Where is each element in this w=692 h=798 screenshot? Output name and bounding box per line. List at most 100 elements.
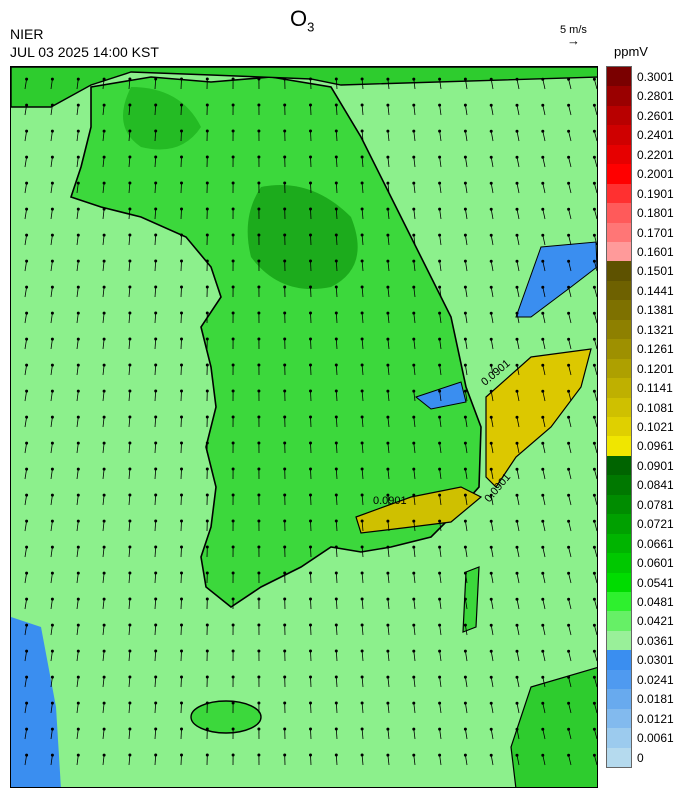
wind-arrow-head — [386, 259, 390, 263]
land-north — [11, 67, 597, 108]
wind-arrow-head — [231, 77, 235, 81]
wind-arrow-head — [592, 753, 596, 757]
wind-arrow-head — [231, 571, 235, 575]
wind-arrow-icon — [154, 624, 157, 636]
wind-arrow-icon — [490, 547, 494, 558]
wind-arrow-icon — [542, 469, 546, 480]
wind-arrow-head — [283, 181, 287, 185]
wind-arrow-head — [463, 727, 467, 731]
wind-arrow-icon — [516, 625, 520, 636]
wind-arrow-head — [257, 675, 261, 679]
wind-arrow-head — [179, 753, 183, 757]
wind-arrow-head — [231, 649, 235, 653]
wind-arrow-head — [179, 77, 183, 81]
legend-swatch — [607, 319, 631, 340]
wind-arrow-head — [412, 233, 416, 237]
wind-arrow-head — [128, 649, 132, 653]
wind-arrow-head — [438, 259, 442, 263]
legend-label: 0.0481 — [637, 595, 674, 609]
wind-arrow-icon — [361, 624, 364, 636]
wind-arrow-head — [179, 701, 183, 705]
legend-label: 0.2601 — [637, 108, 674, 123]
wind-arrow-head — [50, 493, 54, 497]
wind-arrow-head — [334, 103, 338, 107]
wind-arrow-head — [205, 155, 209, 159]
wind-arrow-icon — [310, 494, 312, 506]
wind-arrow-head — [386, 727, 390, 731]
wind-arrow-head — [463, 545, 467, 549]
wind-arrow-head — [25, 415, 29, 419]
wind-arrow-head — [360, 129, 364, 133]
wind-arrow-head — [102, 207, 106, 211]
wind-arrow-icon — [128, 208, 131, 220]
wind-arrow-head — [541, 727, 545, 731]
wind-arrow-head — [412, 597, 416, 601]
wind-arrow-head — [102, 77, 106, 81]
wind-arrow-head — [257, 415, 261, 419]
wind-arrow-icon — [568, 157, 572, 168]
wind-arrow-head — [308, 493, 312, 497]
wind-arrow-icon — [50, 651, 53, 662]
wind-arrow-icon — [50, 105, 53, 116]
wind-arrow-head — [25, 649, 29, 653]
wind-arrow-icon — [128, 130, 131, 142]
wind-arrow-icon — [465, 235, 468, 246]
wind-arrow-icon — [128, 78, 131, 90]
wind-arrow-head — [283, 311, 287, 315]
wind-arrow-icon — [361, 234, 364, 246]
wind-arrow-head — [205, 727, 209, 731]
wind-arrow-head — [102, 259, 106, 263]
wind-arrow-head — [308, 467, 312, 471]
wind-arrow-head — [438, 623, 442, 627]
wind-arrow-head — [334, 441, 338, 445]
wind-arrow-icon — [154, 572, 157, 584]
wind-arrow-head — [102, 129, 106, 133]
wind-arrow-head — [592, 571, 596, 575]
wind-arrow-head — [231, 441, 235, 445]
wind-arrow-icon — [102, 209, 105, 220]
wind-arrow-head — [205, 493, 209, 497]
wind-arrow-icon — [50, 547, 53, 558]
wind-arrow-icon — [154, 260, 157, 272]
wind-arrow-head — [334, 675, 338, 679]
wind-arrow-head — [25, 389, 29, 393]
wind-arrow-icon — [335, 442, 338, 454]
wind-arrow-head — [128, 753, 132, 757]
wind-arrow-icon — [361, 104, 364, 116]
legend-label: 0.0961 — [637, 439, 674, 454]
legend-swatch — [607, 708, 631, 729]
wind-arrow-head — [412, 207, 416, 211]
wind-arrow-head — [489, 363, 493, 367]
wind-arrow-head — [515, 311, 519, 315]
wind-arrow-head — [308, 207, 312, 211]
wind-arrow-head — [334, 181, 338, 185]
wind-arrow-head — [412, 337, 416, 341]
legend-label: 0.2201 — [637, 147, 674, 162]
wind-arrow-icon — [568, 729, 572, 740]
wind-arrow-head — [334, 623, 338, 627]
wind-arrow-icon — [154, 156, 157, 168]
wind-arrow-head — [50, 311, 54, 315]
wind-arrow-icon — [542, 573, 546, 584]
wind-arrow-icon — [490, 261, 494, 272]
wind-arrow-icon — [516, 287, 520, 298]
wind-arrow-head — [567, 597, 571, 601]
wind-arrow-head — [386, 493, 390, 497]
wind-arrow-head — [592, 519, 596, 523]
wind-arrow-head — [25, 597, 29, 601]
legend-swatch — [607, 280, 631, 301]
wind-arrow-head — [438, 363, 442, 367]
wind-arrow-icon — [439, 287, 442, 298]
legend-label: 0.2401 — [637, 128, 674, 143]
wind-arrow-icon — [180, 234, 182, 246]
legend-label: 0.0241 — [637, 672, 674, 687]
wind-arrow-icon — [413, 573, 416, 584]
wind-arrow-head — [25, 519, 29, 523]
wind-arrow-icon — [465, 391, 468, 402]
legend-label: 0.1701 — [637, 225, 674, 240]
wind-arrow-icon — [387, 313, 390, 324]
wind-arrow-head — [438, 727, 442, 731]
legend-swatch — [607, 203, 631, 224]
wind-arrow-icon — [361, 494, 364, 506]
wind-arrow-icon — [413, 287, 416, 298]
